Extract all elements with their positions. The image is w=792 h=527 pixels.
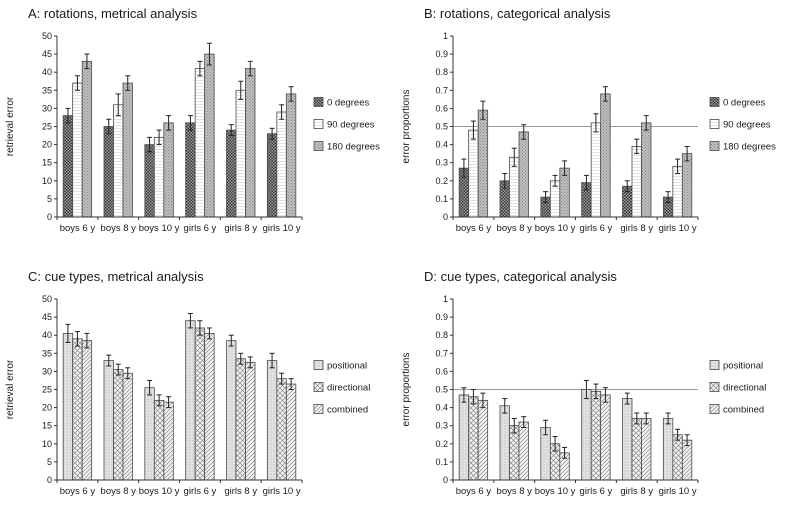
svg-text:0: 0 xyxy=(443,212,448,222)
svg-text:directional: directional xyxy=(327,383,370,394)
svg-text:error proportions: error proportions xyxy=(401,353,412,427)
svg-text:error proportions: error proportions xyxy=(401,90,412,164)
svg-text:boys 8 y: boys 8 y xyxy=(497,486,533,497)
svg-text:0.1: 0.1 xyxy=(435,457,448,467)
svg-text:30: 30 xyxy=(42,103,52,113)
panel-c: 0 5 10 15 20 25 30 35 40 45 50 boys 6 y boys 8 y boys… xyxy=(0,263,396,527)
svg-text:0.3: 0.3 xyxy=(435,158,448,168)
svg-text:25: 25 xyxy=(42,122,52,132)
svg-text:positional: positional xyxy=(723,361,763,372)
svg-text:90 degrees: 90 degrees xyxy=(723,120,771,131)
svg-text:boys 8 y: boys 8 y xyxy=(101,223,137,234)
svg-text:boys 10 y: boys 10 y xyxy=(139,223,180,234)
svg-text:0.8: 0.8 xyxy=(435,330,448,340)
svg-text:0.4: 0.4 xyxy=(435,403,448,413)
svg-text:45: 45 xyxy=(42,312,52,322)
svg-text:180 degrees: 180 degrees xyxy=(723,142,776,153)
svg-text:0 degrees: 0 degrees xyxy=(723,98,766,109)
svg-text:50: 50 xyxy=(42,31,52,41)
svg-text:0.1: 0.1 xyxy=(435,194,448,204)
svg-text:20: 20 xyxy=(42,403,52,413)
svg-text:0.2: 0.2 xyxy=(435,439,448,449)
svg-text:30: 30 xyxy=(42,366,52,376)
svg-text:girls 10 y: girls 10 y xyxy=(263,486,301,497)
svg-text:15: 15 xyxy=(42,158,52,168)
svg-text:45: 45 xyxy=(42,49,52,59)
svg-text:girls 8 y: girls 8 y xyxy=(620,486,653,497)
svg-text:girls 10 y: girls 10 y xyxy=(263,223,301,234)
svg-text:35: 35 xyxy=(42,85,52,95)
chart-a-title: A: rotations, metrical analysis xyxy=(28,6,198,21)
panel-a: 0 5 10 15 20 25 30 35 40 45 50 boys 6 y boys 8 y boys… xyxy=(0,0,396,263)
svg-text:25: 25 xyxy=(42,385,52,395)
panel-d: 0 0.1 0.2 0.3 0.4 0.5 0.6 0.7 0.8 0.9 1 boys 6 y boy… xyxy=(396,263,792,527)
svg-text:combined: combined xyxy=(723,405,764,416)
svg-text:girls 8 y: girls 8 y xyxy=(224,486,257,497)
svg-text:0 degrees: 0 degrees xyxy=(327,98,370,109)
svg-text:0: 0 xyxy=(443,475,448,485)
svg-text:0.6: 0.6 xyxy=(435,103,448,113)
svg-text:40: 40 xyxy=(42,330,52,340)
chart-b-title: B: rotations, categorical analysis xyxy=(424,6,611,21)
chart-c-title: C: cue types, metrical analysis xyxy=(28,269,204,284)
svg-text:40: 40 xyxy=(42,67,52,77)
svg-text:1: 1 xyxy=(443,294,448,304)
svg-text:boys 10 y: boys 10 y xyxy=(535,486,576,497)
svg-text:50: 50 xyxy=(42,294,52,304)
svg-text:10: 10 xyxy=(42,439,52,449)
svg-text:boys 6 y: boys 6 y xyxy=(456,486,492,497)
svg-text:girls 8 y: girls 8 y xyxy=(224,223,257,234)
svg-text:0.7: 0.7 xyxy=(435,85,448,95)
svg-text:boys 10 y: boys 10 y xyxy=(535,223,576,234)
svg-text:boys 8 y: boys 8 y xyxy=(497,223,533,234)
svg-text:boys 6 y: boys 6 y xyxy=(456,223,492,234)
svg-text:positional: positional xyxy=(327,361,367,372)
svg-text:boys 10 y: boys 10 y xyxy=(139,486,180,497)
svg-text:girls 6 y: girls 6 y xyxy=(184,486,217,497)
chart-d-plot: 0 0.1 0.2 0.3 0.4 0.5 0.6 0.7 0.8 0.9 1 boys 6 y boy… xyxy=(396,263,792,526)
svg-text:boys 8 y: boys 8 y xyxy=(101,486,137,497)
svg-text:girls 6 y: girls 6 y xyxy=(184,223,217,234)
svg-text:combined: combined xyxy=(327,405,368,416)
svg-text:girls 10 y: girls 10 y xyxy=(659,486,697,497)
svg-text:20: 20 xyxy=(42,140,52,150)
svg-text:girls 6 y: girls 6 y xyxy=(580,486,613,497)
svg-text:180 degrees: 180 degrees xyxy=(327,142,380,153)
svg-text:girls 10 y: girls 10 y xyxy=(659,223,697,234)
svg-text:boys 6 y: boys 6 y xyxy=(60,223,96,234)
svg-text:retrieval error: retrieval error xyxy=(5,96,16,156)
svg-text:15: 15 xyxy=(42,421,52,431)
svg-text:1: 1 xyxy=(443,31,448,41)
chart-c-plot: 0 5 10 15 20 25 30 35 40 45 50 boys 6 y boys 8 y boys… xyxy=(0,263,396,526)
svg-text:0.9: 0.9 xyxy=(435,49,448,59)
svg-text:0.8: 0.8 xyxy=(435,67,448,77)
svg-text:0.3: 0.3 xyxy=(435,421,448,431)
svg-text:retrieval error: retrieval error xyxy=(5,359,16,419)
panel-b: 0 0.1 0.2 0.3 0.4 0.5 0.6 0.7 0.8 0.9 1 boys 6 y boy… xyxy=(396,0,792,263)
svg-text:10: 10 xyxy=(42,176,52,186)
svg-text:35: 35 xyxy=(42,348,52,358)
svg-text:girls 8 y: girls 8 y xyxy=(620,223,653,234)
chart-d-title: D: cue types, categorical analysis xyxy=(424,269,617,284)
svg-text:0.5: 0.5 xyxy=(435,122,448,132)
svg-text:0: 0 xyxy=(47,212,52,222)
svg-text:0.4: 0.4 xyxy=(435,140,448,150)
svg-text:0.2: 0.2 xyxy=(435,176,448,186)
svg-text:90 degrees: 90 degrees xyxy=(327,120,375,131)
svg-text:girls 6 y: girls 6 y xyxy=(580,223,613,234)
svg-text:0.6: 0.6 xyxy=(435,366,448,376)
svg-text:5: 5 xyxy=(47,194,52,204)
svg-text:0.9: 0.9 xyxy=(435,312,448,322)
svg-text:0.7: 0.7 xyxy=(435,348,448,358)
chart-a-plot: 0 5 10 15 20 25 30 35 40 45 50 boys 6 y boys 8 y boys… xyxy=(0,0,396,263)
svg-text:directional: directional xyxy=(723,383,766,394)
svg-text:boys 6 y: boys 6 y xyxy=(60,486,96,497)
svg-text:5: 5 xyxy=(47,457,52,467)
svg-text:0: 0 xyxy=(47,475,52,485)
chart-b-plot: 0 0.1 0.2 0.3 0.4 0.5 0.6 0.7 0.8 0.9 1 boys 6 y boy… xyxy=(396,0,792,263)
svg-text:0.5: 0.5 xyxy=(435,385,448,395)
